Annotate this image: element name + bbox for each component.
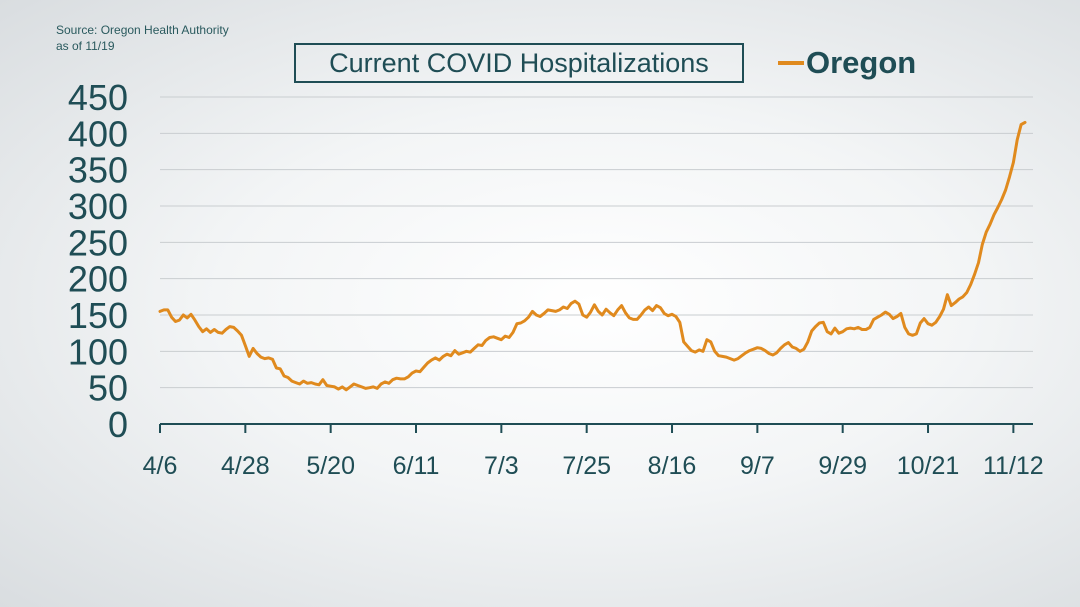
x-tick-label: 10/21 xyxy=(897,452,960,480)
x-tick-label: 5/20 xyxy=(306,452,355,480)
y-tick-label: 400 xyxy=(68,113,128,154)
series-line-oregon xyxy=(158,120,1027,392)
x-tick-label: 11/12 xyxy=(983,452,1044,480)
x-tick-label: 8/16 xyxy=(648,452,697,480)
x-tick-label: 9/29 xyxy=(818,452,867,480)
legend-swatch xyxy=(778,61,804,65)
x-tick-label: 4/28 xyxy=(221,452,270,480)
x-tick-label: 4/6 xyxy=(143,452,178,480)
y-tick-label: 50 xyxy=(88,368,128,409)
y-tick-label: 450 xyxy=(68,77,128,118)
legend-label: Oregon xyxy=(806,45,917,80)
y-tick-label: 250 xyxy=(68,222,128,263)
chart-title: Current COVID Hospitalizations xyxy=(294,43,744,83)
y-tick-label: 0 xyxy=(108,404,128,445)
as-of-date: as of 11/19 xyxy=(56,39,115,53)
y-tick-label: 350 xyxy=(68,150,128,191)
y-tick-label: 150 xyxy=(68,295,128,336)
source-line: Source: Oregon Health Authority xyxy=(56,23,229,37)
x-tick-label: 7/3 xyxy=(484,452,519,480)
x-tick-label: 9/7 xyxy=(740,452,775,480)
y-tick-label: 300 xyxy=(68,186,128,227)
legend: Oregon xyxy=(778,45,916,81)
x-tick-label: 6/11 xyxy=(393,452,440,480)
x-tick-label: 7/25 xyxy=(562,452,611,480)
y-tick-label: 100 xyxy=(68,331,128,372)
source-note: Source: Oregon Health Authority as of 11… xyxy=(56,22,229,54)
y-tick-label: 200 xyxy=(68,259,128,300)
